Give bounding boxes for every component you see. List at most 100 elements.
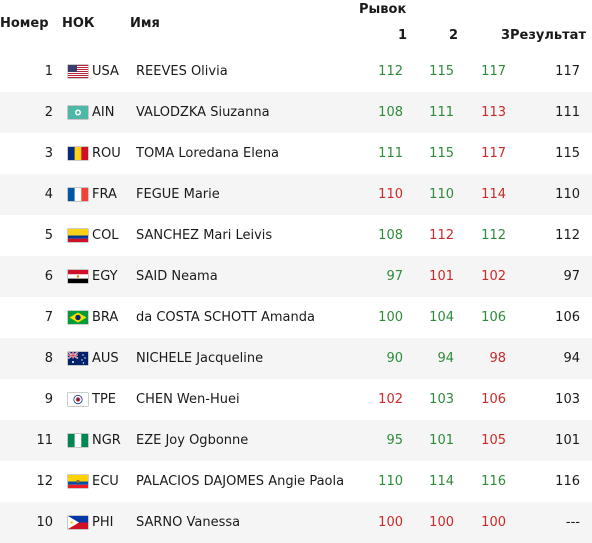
- result-cell: 94: [563, 351, 580, 366]
- athlete-name[interactable]: CHEN Wen-Huei: [136, 392, 240, 407]
- snatch-attempt-1: 100: [378, 310, 403, 325]
- egy-flag-icon: [68, 270, 88, 283]
- snatch-attempt-2: 111: [429, 105, 454, 120]
- athlete-name[interactable]: da COSTA SCHOTT Amanda: [136, 310, 315, 325]
- athlete-name[interactable]: FEGUE Marie: [136, 187, 220, 202]
- rank-cell: 9: [44, 392, 53, 407]
- table-row[interactable]: 1 USA REEVES Olivia 112 115 117 117: [0, 51, 592, 92]
- phi-flag-icon: [68, 516, 88, 529]
- header-attempt-1[interactable]: 1: [397, 28, 407, 43]
- header-snatch[interactable]: Рывок: [359, 2, 407, 17]
- athlete-name[interactable]: EZE Joy Ogbonne: [136, 433, 249, 448]
- rank-cell: 7: [44, 310, 53, 325]
- snatch-attempt-3: 113: [481, 105, 506, 120]
- athlete-name[interactable]: PALACIOS DAJOMES Angie Paola: [136, 474, 345, 489]
- snatch-attempt-3: 114: [481, 187, 506, 202]
- snatch-attempt-2: 104: [429, 310, 454, 325]
- noc-cell: FRA: [92, 187, 117, 202]
- header-rank[interactable]: Номер: [0, 16, 49, 31]
- result-cell: 110: [555, 187, 580, 202]
- header-noc[interactable]: НОК: [62, 16, 95, 31]
- table-row[interactable]: 9 TPE CHEN Wen-Huei 102 103 106 103: [0, 379, 592, 420]
- table-row[interactable]: 7 BRA da COSTA SCHOTT Amanda 100 104 106 106: [0, 297, 592, 338]
- table-row[interactable]: 12 ECU PALACIOS DAJOMES Angie Paola 110 114 1…: [0, 461, 592, 502]
- athlete-name[interactable]: REEVES Olivia: [136, 64, 228, 79]
- rank-cell: 11: [36, 433, 53, 448]
- snatch-attempt-3: 100: [481, 515, 506, 530]
- noc-cell: NGR: [92, 433, 121, 448]
- rou-flag-icon: [68, 147, 88, 160]
- noc-cell: ECU: [92, 474, 119, 489]
- fra-flag-icon: [68, 188, 88, 201]
- table-row[interactable]: 6 EGY SAID Neama 97 101 102 97: [0, 256, 592, 297]
- snatch-attempt-3: 106: [481, 310, 506, 325]
- result-cell: 101: [555, 433, 580, 448]
- noc-cell: PHI: [92, 515, 114, 530]
- snatch-attempt-1: 110: [378, 474, 403, 489]
- ecu-flag-icon: [68, 475, 88, 488]
- athlete-name[interactable]: SARNO Vanessa: [136, 515, 241, 530]
- snatch-attempt-2: 101: [429, 433, 454, 448]
- snatch-attempt-3: 102: [481, 269, 506, 284]
- snatch-attempt-1: 90: [386, 351, 403, 366]
- rank-cell: 6: [44, 269, 53, 284]
- rank-cell: 2: [44, 105, 53, 120]
- snatch-attempt-2: 112: [429, 228, 454, 243]
- rank-cell: 12: [36, 474, 53, 489]
- snatch-attempt-3: 117: [481, 64, 506, 79]
- noc-cell: TPE: [92, 392, 116, 407]
- table-row[interactable]: 2 AIN VALODZKA Siuzanna 108 111 113 111: [0, 92, 592, 133]
- header-attempt-3[interactable]: 3: [500, 28, 510, 43]
- aus-flag-icon: [68, 352, 88, 365]
- snatch-attempt-2: 103: [429, 392, 454, 407]
- athlete-name[interactable]: SAID Neama: [136, 269, 218, 284]
- result-cell: 111: [555, 105, 580, 120]
- table-row[interactable]: 5 COL SANCHEZ Mari Leivis 108 112 112 112: [0, 215, 592, 256]
- snatch-attempt-2: 114: [429, 474, 454, 489]
- table-header: Номер НОК Имя Рывок 1 2 3 Результат: [0, 0, 592, 50]
- noc-cell: ROU: [92, 146, 121, 161]
- snatch-attempt-3: 117: [481, 146, 506, 161]
- athlete-name[interactable]: VALODZKA Siuzanna: [136, 105, 270, 120]
- table-row[interactable]: 8 AUS NICHELE Jacqueline 90 94 98 94: [0, 338, 592, 379]
- result-cell: 116: [555, 474, 580, 489]
- result-cell: 103: [555, 392, 580, 407]
- athlete-name[interactable]: NICHELE Jacqueline: [136, 351, 264, 366]
- snatch-attempt-1: 95: [386, 433, 403, 448]
- header-name[interactable]: Имя: [130, 16, 160, 31]
- bra-flag-icon: [68, 311, 88, 324]
- rank-cell: 4: [44, 187, 53, 202]
- table-row[interactable]: 3 ROU TOMA Loredana Elena 111 115 117 115: [0, 133, 592, 174]
- snatch-attempt-2: 101: [429, 269, 454, 284]
- noc-cell: AIN: [92, 105, 115, 120]
- result-cell: ---: [565, 515, 580, 530]
- header-result[interactable]: Результат: [510, 28, 586, 43]
- col-flag-icon: [68, 229, 88, 242]
- table-row[interactable]: 4 FRA FEGUE Marie 110 110 114 110: [0, 174, 592, 215]
- snatch-attempt-1: 108: [378, 228, 403, 243]
- table-row[interactable]: 10 PHI SARNO Vanessa 100 100 100 ---: [0, 502, 592, 543]
- athlete-name[interactable]: TOMA Loredana Elena: [136, 146, 280, 161]
- snatch-attempt-3: 106: [481, 392, 506, 407]
- athlete-name[interactable]: SANCHEZ Mari Leivis: [136, 228, 273, 243]
- snatch-attempt-2: 94: [437, 351, 454, 366]
- snatch-attempt-3: 105: [481, 433, 506, 448]
- snatch-attempt-2: 115: [429, 146, 454, 161]
- ngr-flag-icon: [68, 434, 88, 447]
- snatch-attempt-1: 112: [378, 64, 403, 79]
- header-attempt-2[interactable]: 2: [448, 28, 458, 43]
- result-cell: 97: [563, 269, 580, 284]
- result-cell: 117: [555, 64, 580, 79]
- usa-flag-icon: [68, 65, 88, 78]
- result-cell: 115: [555, 146, 580, 161]
- snatch-attempt-2: 100: [429, 515, 454, 530]
- snatch-attempt-1: 110: [378, 187, 403, 202]
- rank-cell: 5: [44, 228, 53, 243]
- noc-cell: EGY: [92, 269, 118, 284]
- snatch-attempt-1: 108: [378, 105, 403, 120]
- snatch-attempt-3: 112: [481, 228, 506, 243]
- table-row[interactable]: 11 NGR EZE Joy Ogbonne 95 101 105 101: [0, 420, 592, 461]
- snatch-attempt-1: 102: [378, 392, 403, 407]
- rank-cell: 3: [44, 146, 53, 161]
